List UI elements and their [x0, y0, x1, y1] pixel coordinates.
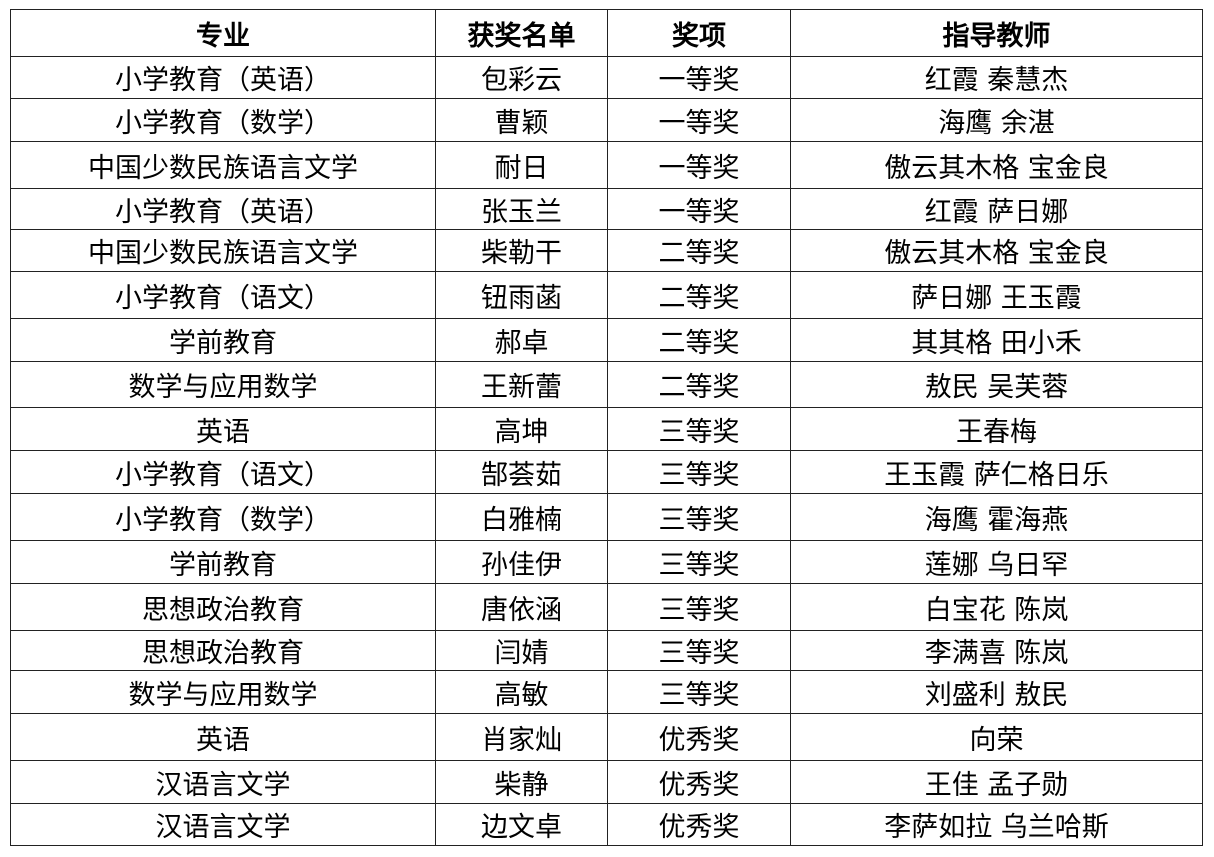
cell-advisor: 刘盛利 敖民 — [790, 670, 1203, 714]
cell-advisor: 李满喜 陈岚 — [790, 630, 1203, 671]
header-winner: 获奖名单 — [435, 9, 608, 57]
cell-award: 优秀奖 — [607, 713, 791, 761]
cell-advisor: 红霞 秦慧杰 — [790, 56, 1203, 99]
table-row: 思想政治教育 唐依涵 三等奖 白宝花 陈岚 — [10, 583, 1203, 631]
cell-award: 二等奖 — [607, 229, 791, 272]
cell-award: 优秀奖 — [607, 760, 791, 804]
award-table: 专业 获奖名单 奖项 指导教师 小学教育（英语） 包彩云 一等奖 红霞 秦慧杰 小学教育… — [10, 9, 1203, 846]
cell-major: 数学与应用数学 — [10, 361, 436, 408]
cell-advisor: 王春梅 — [790, 407, 1203, 451]
cell-award: 一等奖 — [607, 56, 791, 99]
cell-major: 汉语言文学 — [10, 760, 436, 804]
table-row: 汉语言文学 边文卓 优秀奖 李萨如拉 乌兰哈斯 — [10, 803, 1203, 846]
table-row: 学前教育 孙佳伊 三等奖 莲娜 乌日罕 — [10, 540, 1203, 584]
header-advisor: 指导教师 — [790, 9, 1203, 57]
cell-advisor: 其其格 田小禾 — [790, 318, 1203, 362]
table-row: 学前教育 郝卓 二等奖 其其格 田小禾 — [10, 318, 1203, 362]
table-row: 小学教育（英语） 包彩云 一等奖 红霞 秦慧杰 — [10, 56, 1203, 99]
cell-major: 小学教育（数学） — [10, 493, 436, 541]
cell-winner: 闫婧 — [435, 630, 608, 671]
table-row: 小学教育（语文） 钮雨菡 二等奖 萨日娜 王玉霞 — [10, 271, 1203, 319]
cell-award: 三等奖 — [607, 583, 791, 631]
cell-award: 二等奖 — [607, 318, 791, 362]
cell-winner: 柴静 — [435, 760, 608, 804]
cell-advisor: 莲娜 乌日罕 — [790, 540, 1203, 584]
cell-award: 一等奖 — [607, 141, 791, 189]
table-row: 中国少数民族语言文学 耐日 一等奖 傲云其木格 宝金良 — [10, 141, 1203, 189]
table-row: 汉语言文学 柴静 优秀奖 王佳 孟子勋 — [10, 760, 1203, 804]
cell-award: 三等奖 — [607, 630, 791, 671]
cell-advisor: 白宝花 陈岚 — [790, 583, 1203, 631]
cell-winner: 肖家灿 — [435, 713, 608, 761]
cell-advisor: 红霞 萨日娜 — [790, 188, 1203, 230]
cell-award: 一等奖 — [607, 188, 791, 230]
cell-winner: 包彩云 — [435, 56, 608, 99]
cell-major: 中国少数民族语言文学 — [10, 229, 436, 272]
cell-winner: 郜荟茹 — [435, 450, 608, 494]
cell-winner: 耐日 — [435, 141, 608, 189]
cell-major: 英语 — [10, 713, 436, 761]
cell-advisor: 王玉霞 萨仁格日乐 — [790, 450, 1203, 494]
header-major: 专业 — [10, 9, 436, 57]
table-row: 数学与应用数学 高敏 三等奖 刘盛利 敖民 — [10, 670, 1203, 714]
cell-award: 二等奖 — [607, 271, 791, 319]
cell-advisor: 李萨如拉 乌兰哈斯 — [790, 803, 1203, 846]
cell-major: 学前教育 — [10, 318, 436, 362]
table-row: 中国少数民族语言文学 柴勒干 二等奖 傲云其木格 宝金良 — [10, 229, 1203, 272]
cell-winner: 曹颖 — [435, 98, 608, 142]
cell-major: 小学教育（数学） — [10, 98, 436, 142]
cell-award: 三等奖 — [607, 670, 791, 714]
cell-winner: 张玉兰 — [435, 188, 608, 230]
cell-award: 三等奖 — [607, 540, 791, 584]
cell-award: 三等奖 — [607, 493, 791, 541]
table-row: 小学教育（数学） 曹颖 一等奖 海鹰 余湛 — [10, 98, 1203, 142]
cell-winner: 柴勒干 — [435, 229, 608, 272]
cell-winner: 唐依涵 — [435, 583, 608, 631]
cell-major: 小学教育（英语） — [10, 56, 436, 99]
cell-advisor: 向荣 — [790, 713, 1203, 761]
table-row: 思想政治教育 闫婧 三等奖 李满喜 陈岚 — [10, 630, 1203, 671]
cell-major: 思想政治教育 — [10, 583, 436, 631]
cell-major: 数学与应用数学 — [10, 670, 436, 714]
header-row: 专业 获奖名单 奖项 指导教师 — [10, 9, 1203, 57]
table-row: 英语 肖家灿 优秀奖 向荣 — [10, 713, 1203, 761]
cell-major: 学前教育 — [10, 540, 436, 584]
cell-award: 二等奖 — [607, 361, 791, 408]
cell-award: 三等奖 — [607, 407, 791, 451]
table-row: 英语 高坤 三等奖 王春梅 — [10, 407, 1203, 451]
table-row: 小学教育（数学） 白雅楠 三等奖 海鹰 霍海燕 — [10, 493, 1203, 541]
cell-winner: 高坤 — [435, 407, 608, 451]
cell-award: 一等奖 — [607, 98, 791, 142]
table-row: 小学教育（英语） 张玉兰 一等奖 红霞 萨日娜 — [10, 188, 1203, 230]
cell-winner: 钮雨菡 — [435, 271, 608, 319]
cell-advisor: 王佳 孟子勋 — [790, 760, 1203, 804]
table-row: 小学教育（语文） 郜荟茹 三等奖 王玉霞 萨仁格日乐 — [10, 450, 1203, 494]
cell-winner: 高敏 — [435, 670, 608, 714]
cell-advisor: 傲云其木格 宝金良 — [790, 141, 1203, 189]
table-row: 数学与应用数学 王新蕾 二等奖 敖民 吴芙蓉 — [10, 361, 1203, 408]
cell-award: 三等奖 — [607, 450, 791, 494]
cell-advisor: 傲云其木格 宝金良 — [790, 229, 1203, 272]
cell-advisor: 敖民 吴芙蓉 — [790, 361, 1203, 408]
cell-major: 英语 — [10, 407, 436, 451]
cell-winner: 孙佳伊 — [435, 540, 608, 584]
cell-winner: 边文卓 — [435, 803, 608, 846]
cell-award: 优秀奖 — [607, 803, 791, 846]
cell-major: 中国少数民族语言文学 — [10, 141, 436, 189]
cell-major: 汉语言文学 — [10, 803, 436, 846]
header-award: 奖项 — [607, 9, 791, 57]
cell-major: 小学教育（语文） — [10, 450, 436, 494]
cell-winner: 郝卓 — [435, 318, 608, 362]
cell-advisor: 海鹰 余湛 — [790, 98, 1203, 142]
cell-winner: 王新蕾 — [435, 361, 608, 408]
cell-major: 小学教育（语文） — [10, 271, 436, 319]
cell-winner: 白雅楠 — [435, 493, 608, 541]
cell-major: 思想政治教育 — [10, 630, 436, 671]
cell-major: 小学教育（英语） — [10, 188, 436, 230]
cell-advisor: 萨日娜 王玉霞 — [790, 271, 1203, 319]
cell-advisor: 海鹰 霍海燕 — [790, 493, 1203, 541]
